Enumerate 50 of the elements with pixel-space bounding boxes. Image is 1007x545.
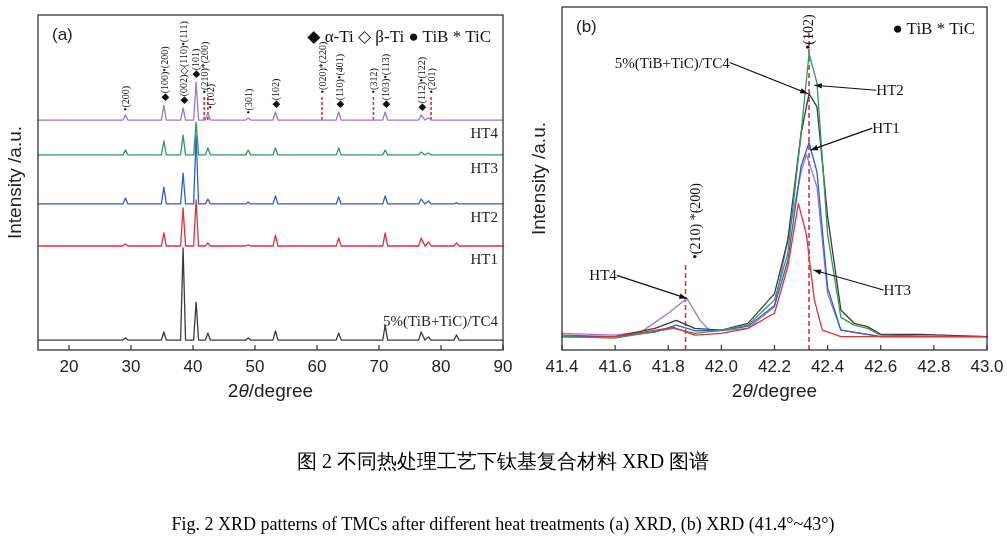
annotation: ◆(102) [270,78,283,109]
series-label: HT1 [470,251,498,268]
caption: Fig. 2 XRD patterns of TMCs after different heat treatments (a) XRD, (b) XRD (41.4°~43°) [171,514,835,535]
annotation: •(312) [368,68,381,94]
series-label: HT3 [470,159,498,176]
x-tick-label: 41.8 [651,357,685,376]
x-tick-label: 60 [307,357,327,376]
x-tick-label: 42.2 [757,357,792,376]
annotation: ◆(002)◇(110)•(111) [178,21,191,104]
x-tick-label: 42.4 [811,357,845,376]
x-tick-label: 41.4 [545,357,579,376]
x-tick-label: 40 [183,357,203,376]
annotation: HT2 [876,82,904,99]
annotation: •(201) [426,68,439,94]
annotation: ◆(112)•(122) [416,56,429,111]
x-tick-label: 20 [59,357,79,376]
series-label: HT4 [470,125,499,142]
x-tick-label: 80 [431,357,451,376]
x-tick-label: 42.0 [704,357,738,376]
annotation: ◆(103)•(113) [380,53,393,109]
annotation: ◆(101) [189,48,202,78]
x-tick-label: 43.0 [970,357,1004,376]
annotation: HT4 [589,267,618,284]
x-tick-label: 41.6 [598,357,632,376]
annotation: •(102) [801,13,818,50]
annotation: HT3 [883,281,912,298]
x-axis-title: 2θ/degree [731,380,818,401]
chart-title: (a) [52,25,73,44]
annotation: 5%(TiB+TiC)/TC4 [614,54,731,72]
annotation: •(020)*(220) [316,41,329,94]
caption: 图 2 不同热处理工艺下钛基复合材料 XRD 图谱 [296,450,710,472]
annotation: •(301) [243,88,256,114]
annotation: ◆(110)•(401) [333,53,346,109]
y-axis-title: Intensity /a.u. [4,125,25,240]
x-tick-label: 30 [121,357,141,376]
text: ● TiB * TiC [892,19,975,38]
x-axis-title: 2θ/degree [227,380,314,401]
annotation: •(200) [120,85,133,111]
series-label: HT2 [470,208,498,225]
annotation: •(210) *(200) [687,182,704,260]
series-label: 5%(TiB+TiC)/TC4 [383,313,499,331]
x-tick-label: 70 [369,357,389,376]
x-tick-label: 42.6 [864,357,898,376]
y-axis-title: Intensity /a.u. [528,121,549,236]
annotation: ◆(100)•(200) [158,46,171,102]
x-tick-label: 90 [493,357,513,376]
chart-title: (b) [576,17,597,36]
x-tick-label: 50 [245,357,265,376]
annotation: HT1 [872,120,900,137]
x-tick-label: 42.8 [917,357,951,376]
